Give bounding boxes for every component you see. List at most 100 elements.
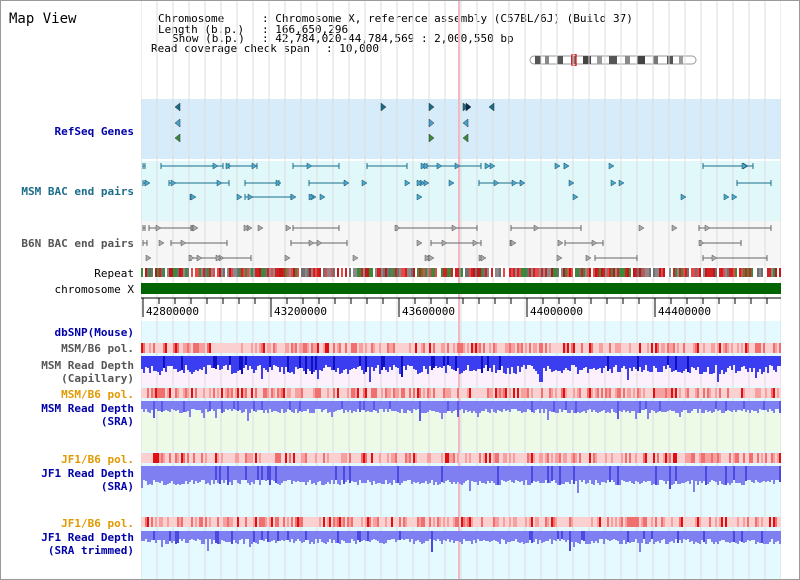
track-label-msm-b6-pol-sra[interactable]: MSM/B6 pol. bbox=[61, 388, 134, 401]
repeat-segment bbox=[391, 268, 393, 277]
bac-end-marker bbox=[319, 193, 326, 201]
read-depth-bar bbox=[327, 356, 329, 367]
read-depth-bar bbox=[643, 531, 645, 539]
polymorphism-cell bbox=[473, 343, 475, 353]
read-depth-bar bbox=[141, 531, 143, 541]
read-depth-bar bbox=[219, 531, 221, 544]
polymorphism-cell bbox=[319, 453, 321, 463]
polymorphism-cell bbox=[693, 517, 695, 527]
polymorphism-cell bbox=[605, 453, 607, 463]
read-depth-bar bbox=[423, 531, 425, 543]
track-label-msm-depth-capillary[interactable]: MSM Read Depth bbox=[41, 359, 134, 372]
polymorphism-cell bbox=[433, 453, 435, 463]
polymorphism-cell bbox=[241, 343, 243, 353]
polymorphism-cell bbox=[751, 343, 753, 353]
read-depth-bar bbox=[449, 531, 451, 542]
polymorphism-cell bbox=[571, 453, 573, 463]
polymorphism-cell bbox=[473, 388, 475, 398]
polymorphism-cell bbox=[755, 388, 757, 398]
track-label-jf1-b6-pol-trimmed[interactable]: JF1/B6 pol. bbox=[61, 517, 134, 530]
polymorphism-cell bbox=[339, 453, 341, 463]
track-label-msm-b6-pol[interactable]: MSM/B6 pol. bbox=[61, 342, 134, 355]
repeat-segment bbox=[235, 268, 237, 277]
genome-track-plot[interactable] bbox=[141, 1, 781, 579]
polymorphism-cell bbox=[253, 343, 255, 353]
polymorphism-cell bbox=[213, 343, 215, 353]
read-depth-bar bbox=[621, 401, 623, 412]
polymorphism-cell bbox=[421, 517, 423, 527]
track-canvas[interactable] bbox=[141, 1, 781, 579]
polymorphism-cell bbox=[311, 343, 313, 353]
read-depth-bar bbox=[255, 401, 257, 412]
read-depth-bar bbox=[249, 356, 251, 366]
polymorphism-cell bbox=[383, 453, 385, 463]
repeat-segment bbox=[189, 268, 191, 277]
read-depth-bar bbox=[199, 401, 201, 410]
polymorphism-cell bbox=[185, 388, 187, 398]
track-label-jf1-b6-pol[interactable]: JF1/B6 pol. bbox=[61, 453, 134, 466]
polymorphism-cell bbox=[235, 343, 237, 353]
track-label-msm-depth-sra[interactable]: MSM Read Depth bbox=[41, 402, 134, 415]
track-label-refseq[interactable]: RefSeq Genes bbox=[54, 125, 134, 138]
read-depth-bar bbox=[219, 466, 221, 484]
read-depth-bar bbox=[461, 466, 463, 485]
polymorphism-cell bbox=[519, 388, 521, 398]
read-depth-bar bbox=[521, 356, 523, 367]
polymorphism-cell bbox=[285, 517, 287, 527]
read-depth-bar bbox=[645, 466, 647, 482]
polymorphism-cell bbox=[683, 517, 685, 527]
read-depth-bar bbox=[767, 401, 769, 412]
read-depth-bar bbox=[285, 401, 287, 412]
read-depth-bar bbox=[679, 401, 681, 417]
polymorphism-cell bbox=[163, 517, 165, 527]
read-depth-bar bbox=[695, 531, 697, 542]
gene-marker bbox=[174, 133, 181, 143]
polymorphism-cell bbox=[411, 343, 413, 353]
track-label-dbsnp[interactable]: dbSNP(Mouse) bbox=[54, 326, 134, 339]
read-depth-bar bbox=[283, 466, 285, 481]
track-label-b6n-bac[interactable]: B6N BAC end pairs bbox=[21, 237, 134, 250]
read-depth-bar bbox=[523, 466, 525, 485]
read-depth-bar bbox=[425, 401, 427, 413]
polymorphism-cell bbox=[467, 517, 469, 527]
read-depth-bar bbox=[549, 466, 551, 483]
track-label-repeat[interactable]: Repeat bbox=[94, 267, 134, 280]
read-depth-bar bbox=[273, 356, 275, 365]
read-depth-bar bbox=[189, 401, 191, 417]
track-label-jf1-depth-sra[interactable]: JF1 Read Depth bbox=[41, 467, 134, 480]
repeat-segment bbox=[527, 268, 529, 277]
repeat-segment bbox=[463, 268, 465, 277]
polymorphism-cell bbox=[227, 517, 229, 527]
polymorphism-cell bbox=[345, 517, 347, 527]
read-depth-bar bbox=[189, 466, 191, 482]
polymorphism-cell bbox=[655, 517, 657, 527]
polymorphism-cell bbox=[189, 453, 191, 463]
track-label-msm-bac[interactable]: MSM BAC end pairs bbox=[21, 185, 134, 198]
repeat-segment bbox=[591, 268, 593, 277]
repeat-segment bbox=[555, 268, 557, 277]
track-label-msm-depth-sra-sub: (SRA) bbox=[100, 415, 134, 428]
polymorphism-cell bbox=[739, 453, 741, 463]
read-depth-bar bbox=[157, 466, 159, 482]
read-depth-bar bbox=[513, 531, 515, 541]
read-depth-bar bbox=[647, 356, 649, 371]
repeat-segment bbox=[645, 268, 647, 277]
polymorphism-cell bbox=[619, 343, 621, 353]
polymorphism-cell bbox=[297, 517, 299, 527]
track-label-jf1-depth-trimmed[interactable]: JF1 Read Depth bbox=[41, 531, 134, 544]
polymorphism-cell bbox=[671, 453, 673, 463]
read-depth-bar bbox=[355, 401, 357, 412]
repeat-segment bbox=[761, 268, 763, 277]
repeat-segment bbox=[289, 268, 291, 277]
polymorphism-cell bbox=[433, 388, 435, 398]
read-depth-bar bbox=[253, 531, 255, 542]
read-depth-bar bbox=[141, 466, 143, 488]
track-label-chromosome[interactable]: chromosome X bbox=[54, 283, 134, 296]
polymorphism-cell bbox=[369, 388, 371, 398]
read-depth-bar bbox=[355, 356, 357, 369]
polymorphism-cell bbox=[673, 453, 675, 463]
polymorphism-cell bbox=[239, 343, 241, 353]
read-depth-bar bbox=[329, 466, 331, 484]
read-depth-bar bbox=[615, 466, 617, 485]
read-depth-bar bbox=[761, 531, 763, 543]
